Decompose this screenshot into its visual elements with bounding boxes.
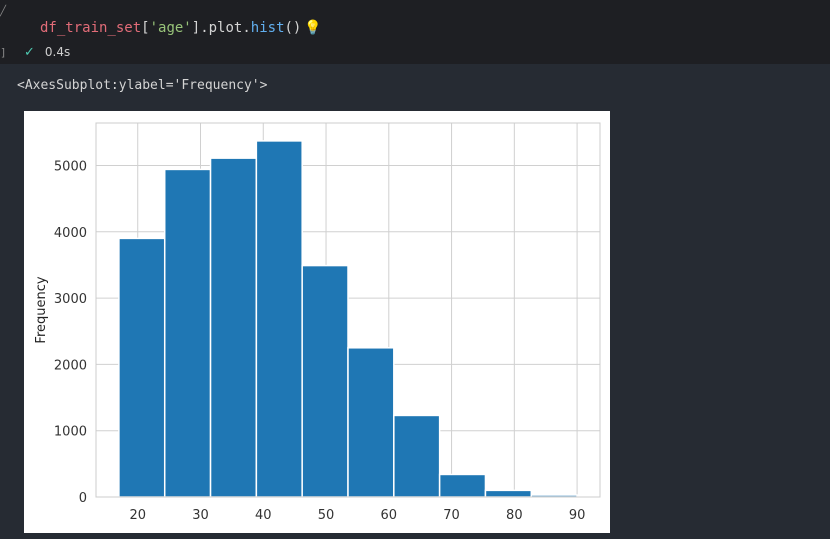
x-tick-label: 80 [506,508,523,523]
cell-bracket: ] [0,46,7,59]
x-tick-label: 40 [255,508,272,523]
histogram-figure: 20 30 40 50 60 70 80 90 0 1000 2000 3000 4000 5000 Fre… [24,111,610,533]
chevron-icon[interactable]: ╱ [0,6,7,17]
x-tick-label: 50 [318,508,335,523]
code-variable: df_train_set [40,20,142,36]
code-string: 'age' [149,20,192,36]
y-tick-label: 5000 [54,159,87,174]
histogram-bar [484,489,533,498]
execution-time: 0.4s [44,45,71,59]
y-tick-label: 0 [79,491,87,506]
lightbulb-icon[interactable]: 💡 [304,20,322,36]
x-tick-label: 20 [129,508,146,523]
histogram-bar [118,237,166,498]
y-tick-label: 4000 [54,226,87,241]
code-open-bracket: [ [141,20,150,36]
x-tick-label: 30 [192,508,209,523]
y-tick-label: 2000 [54,358,87,373]
y-axis-label: Frequency [34,276,49,343]
x-tick-label: 90 [569,508,586,523]
code-function: hist [250,20,285,36]
checkmark-icon: ✓ [24,45,35,60]
x-tick-label: 60 [381,508,398,523]
y-tick-label: 3000 [54,292,87,307]
histogram-bar [209,157,258,498]
code-close-bracket: ] [191,20,201,36]
histogram-bar [255,140,303,498]
histogram-bar [438,473,487,498]
code-dot: . [200,20,209,36]
output-repr: <AxesSubplot:ylabel='Frequency'> [17,78,268,93]
histogram-chart: 20 30 40 50 60 70 80 90 0 1000 2000 3000 4000 5000 Fre… [34,122,601,523]
x-tick-label: 70 [443,508,460,523]
code-parens: () [284,20,302,36]
code-attribute: plot [208,20,243,36]
histogram-bar [347,347,395,498]
histogram-bar [301,264,349,498]
code-cell[interactable]: ╱ df_train_set['age'].plot.hist() 💡 ] ✓ 0.… [0,0,830,64]
execution-status: ✓ 0.4s [24,45,70,60]
y-tick-label: 1000 [54,425,87,440]
code-line[interactable]: df_train_set['age'].plot.hist() 💡 [40,20,322,36]
histogram-bar [163,168,212,498]
histogram-bar [393,414,441,498]
code-dot: . [242,20,251,36]
axes-frame [95,122,601,498]
